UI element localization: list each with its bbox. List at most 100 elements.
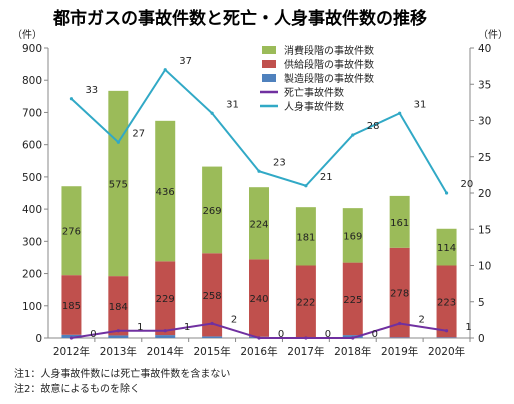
y-right-tick-label: 0 — [478, 333, 485, 345]
y-left-tick-label: 100 — [22, 301, 42, 313]
bar-segment — [436, 265, 457, 338]
legend-swatch — [262, 46, 276, 54]
line-value-label: 1 — [184, 322, 190, 333]
x-tick-label: 2015年 — [193, 345, 230, 358]
line-point — [210, 321, 214, 326]
bar-segment — [202, 166, 223, 254]
x-tick-label: 2014年 — [147, 345, 184, 358]
x-tick-label: 2013年 — [100, 345, 137, 358]
bar-value-label: 229 — [156, 294, 175, 305]
line-value-label: 1 — [137, 322, 143, 333]
legend-label: 供給段階の事故件数 — [284, 58, 374, 71]
x-tick-label: 2018年 — [334, 345, 371, 358]
legend-label: 製造段階の事故件数 — [284, 72, 374, 85]
bar-value-label: 240 — [249, 294, 268, 305]
legend-swatch — [262, 60, 276, 68]
line-point — [257, 169, 261, 173]
y-right-tick-label: 5 — [478, 297, 485, 309]
line-value-label: 28 — [367, 121, 380, 132]
line-point — [444, 329, 449, 333]
line-point — [210, 111, 214, 115]
bar-value-label: 185 — [62, 301, 81, 312]
line-point — [398, 321, 402, 326]
y-left-tick-label: 700 — [22, 107, 42, 119]
line-point — [304, 336, 308, 340]
bar-segment — [155, 120, 176, 262]
line-value-label: 0 — [372, 329, 378, 340]
line-point — [257, 336, 261, 340]
line-point — [351, 336, 355, 340]
line-value-label: 27 — [132, 128, 145, 139]
bar-segment — [436, 228, 457, 266]
y-left-tick-label: 200 — [22, 269, 42, 281]
bar-segment — [202, 253, 223, 337]
bar-value-label: 278 — [390, 289, 409, 300]
x-tick-label: 2012年 — [53, 345, 90, 358]
line-point — [69, 336, 74, 340]
bar-segment — [155, 335, 176, 338]
bar-segment — [249, 259, 269, 337]
y-left-tick-label: 900 — [22, 43, 42, 55]
y-left-tick-label: 300 — [22, 236, 42, 248]
bar-value-label: 222 — [296, 297, 315, 308]
y-right-tick-label: 20 — [478, 188, 491, 200]
line-value-label: 2 — [418, 315, 424, 326]
x-tick-label: 2016年 — [240, 345, 277, 358]
bar-value-label: 184 — [109, 302, 128, 313]
line-point — [116, 140, 120, 144]
bar-value-label: 169 — [343, 231, 362, 242]
bar-segment — [389, 337, 410, 338]
legend-swatch — [262, 74, 276, 82]
bar-value-label: 436 — [156, 187, 175, 198]
y-left-tick-label: 800 — [22, 75, 42, 87]
y-left-tick-label: 0 — [35, 333, 42, 345]
chart-title: 都市ガスの事故件数と死亡・人身事故件数の推移 — [52, 8, 427, 29]
line-value-label: 2 — [231, 315, 237, 326]
bar-value-label: 223 — [437, 297, 456, 308]
y-right-tick-label: 10 — [478, 261, 491, 273]
line-value-label: 33 — [85, 85, 98, 96]
bar-segment — [61, 186, 82, 276]
line-value-label: 20 — [461, 179, 474, 190]
line-value-label: 31 — [226, 99, 239, 110]
line-point — [163, 329, 167, 333]
x-tick-label: 2017年 — [287, 345, 324, 358]
bar-segment — [249, 187, 269, 260]
line-point — [116, 329, 120, 333]
line-point — [398, 111, 402, 115]
bar-segment — [342, 262, 363, 336]
y-left-tick-label: 400 — [22, 204, 42, 216]
bar-segment — [202, 336, 223, 338]
y-right-tick-label: 35 — [478, 79, 491, 91]
line-point — [444, 191, 449, 195]
note-2: 注2：故意によるものを除く — [14, 382, 140, 395]
y-right-tick-label: 15 — [478, 224, 491, 236]
y-left-tick-label: 500 — [22, 172, 42, 184]
line-value-label: 31 — [414, 99, 427, 110]
bar-segment — [389, 195, 410, 248]
bar-value-label: 225 — [343, 295, 362, 306]
legend-label: 消費段階の事故件数 — [284, 44, 374, 57]
x-tick-label: 2020年 — [428, 345, 465, 358]
bar-value-label: 224 — [249, 219, 268, 230]
line-point — [163, 68, 167, 72]
legend-label: 死亡事故件数 — [284, 86, 344, 99]
bar-segment — [108, 335, 129, 338]
bar-segment — [436, 337, 457, 338]
line-value-label: 0 — [90, 329, 96, 340]
bar-value-label: 575 — [109, 179, 128, 190]
bar-segment — [155, 261, 176, 336]
line-point — [304, 184, 308, 188]
line-value-label: 23 — [273, 157, 286, 168]
line-value-label: 1 — [465, 322, 471, 333]
line-point — [351, 133, 355, 137]
note-1: 注1：人身事故件数には死亡事故件数を含まない — [14, 367, 230, 380]
bar-segment — [342, 208, 363, 263]
y-right-tick-label: 30 — [478, 116, 491, 128]
line-value-label: 0 — [278, 329, 284, 340]
line-value-label: 21 — [320, 172, 333, 183]
right-axis-unit: （件） — [478, 29, 508, 41]
